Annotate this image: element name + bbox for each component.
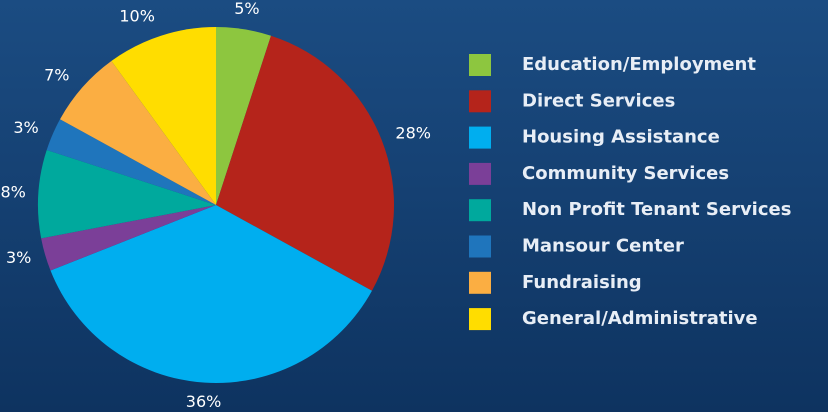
pie-slice [50,205,372,383]
pie-slice [111,27,216,205]
slice-label: 10% [119,7,155,26]
legend-swatch [469,235,491,258]
slice-label: 3% [6,248,31,267]
legend-swatch [469,90,491,113]
legend-swatch [469,126,491,149]
pie-slice [216,27,272,205]
slice-label: 5% [234,0,259,18]
legend-label: Community Services [522,163,729,184]
legend-label: Education/Employment [522,54,756,75]
slice-label: 3% [13,118,38,137]
legend-swatch [469,162,491,185]
legend-swatch [469,54,491,76]
legend-label: Housing Assistance [522,127,720,148]
legend-swatch [469,199,491,222]
pie-slice [46,119,216,205]
legend-swatch [469,308,491,331]
legend-label: General/Administrative [522,308,758,329]
pie-slice [38,149,216,239]
slice-label: 36% [186,392,222,411]
pie-slice [216,35,394,291]
pie-slice [60,60,216,205]
legend-swatch [469,271,491,294]
slice-label: 28% [395,123,431,142]
legend-label: Mansour Center [522,236,684,257]
slice-label: 8% [0,183,25,202]
pie-slice [41,205,217,271]
legend-label: Fundraising [522,272,642,293]
legend-label: Non Profit Tenant Services [522,199,791,220]
legend-label: Direct Services [522,90,675,111]
slice-label: 7% [44,65,69,84]
